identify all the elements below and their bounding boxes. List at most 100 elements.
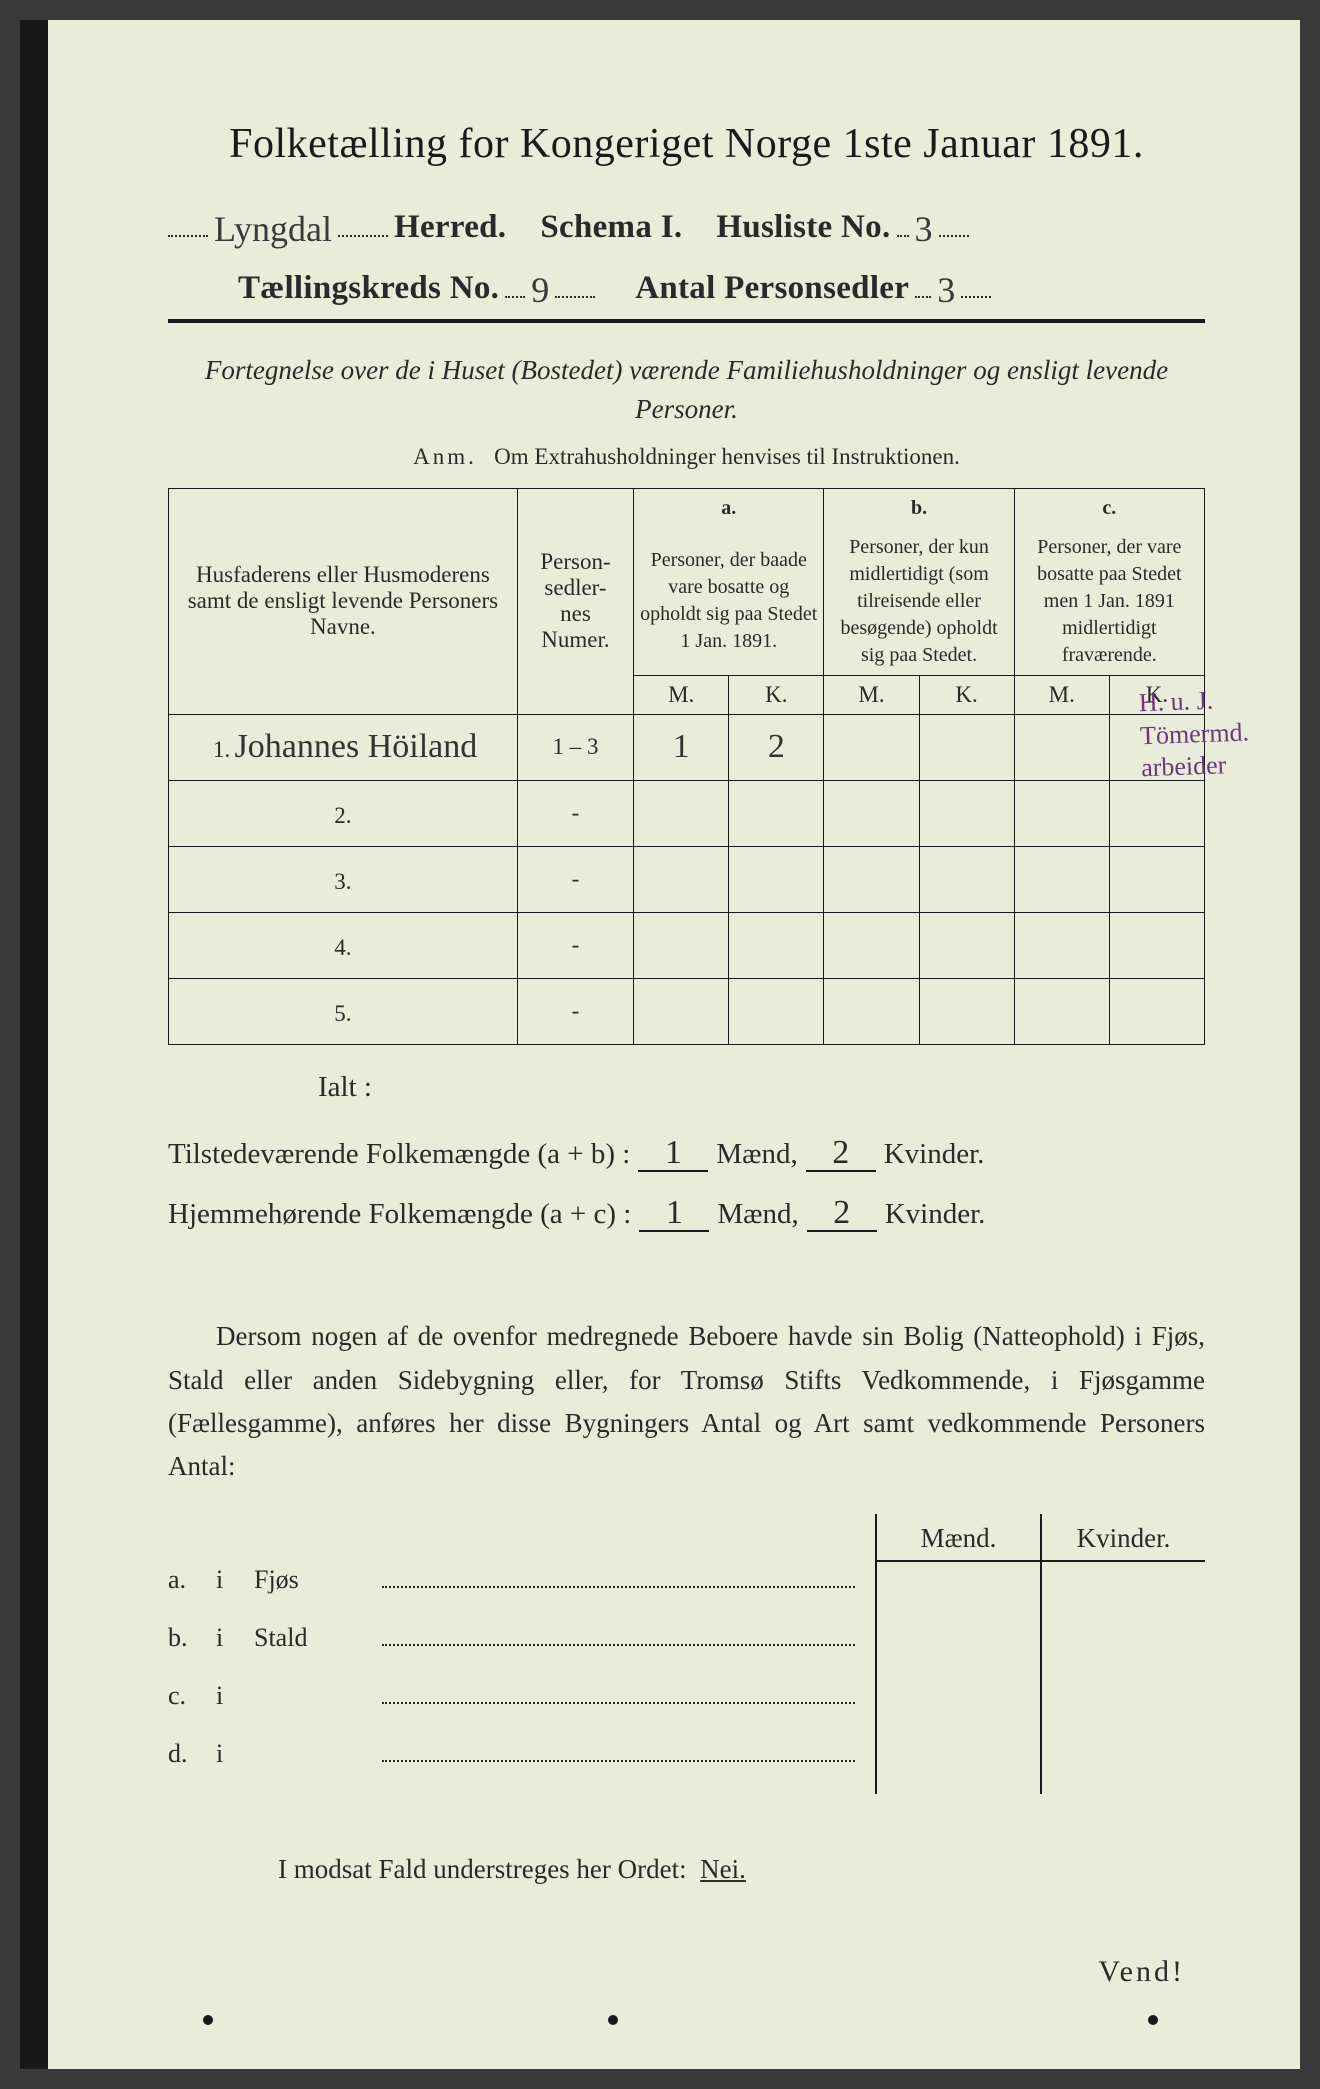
totals-block: Tilstedeværende Folkemængde (a + b) : 1 … bbox=[168, 1124, 1205, 1246]
sub-col-kvinder: Kvinder. bbox=[1040, 1514, 1205, 1794]
dot-leader bbox=[555, 264, 595, 299]
cell-b-k bbox=[919, 846, 1014, 912]
cell-b-k bbox=[919, 978, 1014, 1044]
cell-b-m bbox=[824, 978, 919, 1044]
cell-a-k bbox=[729, 780, 824, 846]
cell-a-k: 2 bbox=[729, 714, 824, 780]
th-a-text: Personer, der baade vare bosatte og opho… bbox=[634, 528, 824, 676]
census-form-page: Folketælling for Kongeriget Norge 1ste J… bbox=[20, 20, 1300, 2069]
cell-c-m bbox=[1014, 714, 1109, 780]
row2-label: Hjemmehørende Folkemængde (a + c) : bbox=[168, 1184, 631, 1245]
divider bbox=[168, 319, 1205, 323]
sub-kvinder-label: Kvinder. bbox=[1042, 1514, 1205, 1562]
dot-leader bbox=[382, 1562, 855, 1588]
cell-numer: - bbox=[517, 780, 633, 846]
cell-b-m bbox=[824, 912, 919, 978]
handwritten-margin-note: H. u. J. Tömermd. arbeider bbox=[1138, 683, 1271, 785]
dot-leader bbox=[338, 202, 388, 237]
cell-name: 2. bbox=[169, 780, 518, 846]
dot-leader bbox=[168, 202, 208, 237]
sub-maend-label: Mænd. bbox=[877, 1514, 1040, 1562]
kreds-value: 9 bbox=[531, 269, 549, 311]
cell-numer: 1 – 3 bbox=[517, 714, 633, 780]
sub-key: a. bbox=[168, 1565, 198, 1595]
row1-kvinder-value: 2 bbox=[806, 1136, 876, 1172]
cell-b-m bbox=[824, 780, 919, 846]
th-name: Husfaderens eller Husmoderens samt de en… bbox=[169, 488, 518, 714]
cell-c-k bbox=[1109, 846, 1204, 912]
cell-b-m bbox=[824, 714, 919, 780]
sub-key: b. bbox=[168, 1623, 198, 1653]
punch-hole-icon bbox=[1148, 2015, 1158, 2025]
sub-i: i bbox=[216, 1739, 236, 1769]
sub-header-spacer bbox=[168, 1514, 855, 1562]
cell-numer: - bbox=[517, 912, 633, 978]
th-c-m: M. bbox=[1014, 675, 1109, 714]
cell-name: 5. bbox=[169, 978, 518, 1044]
th-numer: Person- sedler- nes Numer. bbox=[517, 488, 633, 714]
cell-c-m bbox=[1014, 780, 1109, 846]
main-table: Husfaderens eller Husmoderens samt de en… bbox=[168, 488, 1205, 1045]
dot-leader bbox=[382, 1620, 855, 1646]
cell-numer: - bbox=[517, 846, 633, 912]
cell-c-m bbox=[1014, 846, 1109, 912]
ialt-label: Ialt : bbox=[168, 1071, 1205, 1104]
dot-leader bbox=[915, 264, 931, 299]
nei-line: I modsat Fald understreges her Ordet: Ne… bbox=[168, 1854, 1205, 1885]
nei-word: Nei. bbox=[700, 1854, 746, 1884]
kreds-label: Tællingskreds No. bbox=[238, 270, 499, 307]
maend-label: Mænd, bbox=[716, 1124, 797, 1185]
cell-a-k bbox=[729, 912, 824, 978]
dot-leader bbox=[505, 264, 525, 299]
th-c-text: Personer, der vare bosatte paa Stedet me… bbox=[1014, 528, 1204, 676]
dot-leader bbox=[961, 264, 991, 299]
kvinder-label: Kvinder. bbox=[884, 1124, 985, 1185]
totals-row-present: Tilstedeværende Folkemængde (a + b) : 1 … bbox=[168, 1124, 1205, 1185]
sub-key: d. bbox=[168, 1739, 198, 1769]
sub-row: c. i bbox=[168, 1678, 855, 1736]
table-row: 4.- bbox=[169, 912, 1205, 978]
sub-i: i bbox=[216, 1623, 236, 1653]
th-b-text: Personer, der kun midlertidigt (som tilr… bbox=[824, 528, 1014, 676]
totals-row-resident: Hjemmehørende Folkemængde (a + c) : 1 Mæ… bbox=[168, 1184, 1205, 1245]
cell-name: 1.Johannes Höiland bbox=[169, 714, 518, 780]
header-line-2: Tællingskreds No. 9 Antal Personsedler 3 bbox=[168, 264, 1205, 308]
th-a-k: K. bbox=[729, 675, 824, 714]
cell-b-k bbox=[919, 780, 1014, 846]
cell-name: 3. bbox=[169, 846, 518, 912]
sub-row: d. i bbox=[168, 1736, 855, 1794]
husliste-label: Husliste No. bbox=[716, 209, 890, 246]
row2-maend-value: 1 bbox=[639, 1196, 709, 1232]
punch-hole-icon bbox=[608, 2015, 618, 2025]
cell-a-m bbox=[634, 780, 729, 846]
th-a-m: M. bbox=[634, 675, 729, 714]
sub-row: a.iFjøs bbox=[168, 1562, 855, 1620]
th-a-label: a. bbox=[634, 488, 824, 528]
header-line-1: Lyngdal Herred. Schema I. Husliste No. 3 bbox=[168, 202, 1205, 246]
annotation-line: Anm. Om Extrahusholdninger henvises til … bbox=[168, 444, 1205, 470]
sub-key: c. bbox=[168, 1681, 198, 1711]
cell-b-m bbox=[824, 846, 919, 912]
sub-i: i bbox=[216, 1681, 236, 1711]
sub-table: a.iFjøsb.iStaldc.id.i Mænd. Kvinder. bbox=[168, 1514, 1205, 1794]
dersom-paragraph: Dersom nogen af de ovenfor medregnede Be… bbox=[168, 1315, 1205, 1488]
kvinder-label: Kvinder. bbox=[885, 1184, 986, 1245]
cell-numer: - bbox=[517, 978, 633, 1044]
punch-hole-icon bbox=[203, 2015, 213, 2025]
sub-columns: Mænd. Kvinder. bbox=[875, 1514, 1205, 1794]
table-row: 2.- bbox=[169, 780, 1205, 846]
anm-text: Om Extrahusholdninger henvises til Instr… bbox=[494, 444, 960, 469]
row1-maend-value: 1 bbox=[638, 1136, 708, 1172]
row1-label: Tilstedeværende Folkemængde (a + b) : bbox=[168, 1124, 630, 1185]
cell-a-m bbox=[634, 978, 729, 1044]
cell-c-m bbox=[1014, 978, 1109, 1044]
antal-value: 3 bbox=[937, 269, 955, 311]
form-subtitle: Fortegnelse over de i Huset (Bostedet) v… bbox=[168, 351, 1205, 429]
sub-rows: a.iFjøsb.iStaldc.id.i bbox=[168, 1514, 875, 1794]
row2-kvinder-value: 2 bbox=[807, 1196, 877, 1232]
cell-c-k bbox=[1109, 978, 1204, 1044]
th-c-label: c. bbox=[1014, 488, 1204, 528]
dot-leader bbox=[897, 202, 909, 237]
dot-leader bbox=[939, 202, 969, 237]
cell-c-k bbox=[1109, 780, 1204, 846]
